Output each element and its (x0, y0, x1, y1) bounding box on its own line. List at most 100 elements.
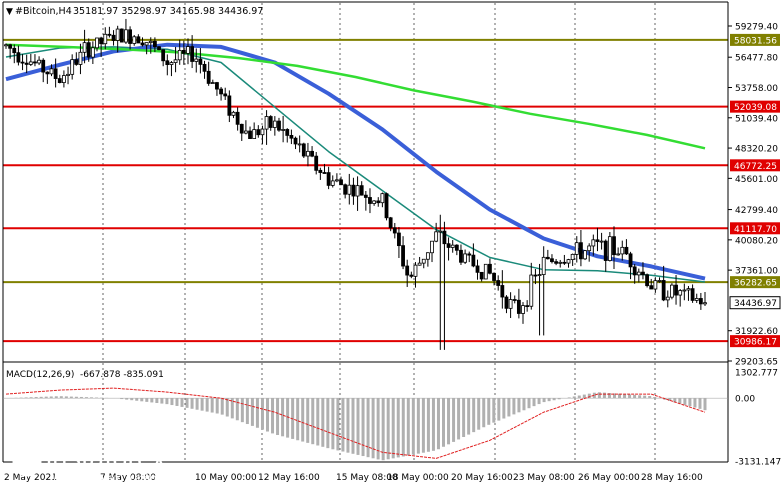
price-axis: 59279.40 56477.80 53758.00 51039.40 48320.20… (728, 23, 778, 368)
candle-body (376, 200, 381, 204)
candle-body (500, 285, 505, 298)
candle-body (570, 253, 575, 260)
candle-body (45, 71, 50, 75)
macd-label: MACD(12,26,9) (6, 370, 74, 380)
candle-body (442, 230, 447, 245)
candle-body (363, 194, 368, 198)
candle-body (128, 29, 132, 44)
candle-body (657, 280, 662, 282)
candle-body (326, 172, 331, 186)
candle-body (115, 28, 120, 41)
moving-averages (5, 42, 706, 283)
price-level-label: 46772.25 (734, 162, 777, 172)
time-axis: 2 May 2021 7 May 08:00 10 May 00:00 12 May … (4, 473, 703, 483)
time-axis-label: 10 May 00:00 (195, 473, 257, 483)
candle-body (111, 34, 116, 41)
candle-body (339, 179, 343, 186)
candle-body (132, 36, 137, 44)
candle-body (562, 261, 567, 264)
candle-body (181, 49, 186, 54)
candle-body (107, 33, 112, 36)
candle-body (645, 274, 649, 287)
price-levels (3, 38, 728, 343)
candle-body (314, 155, 319, 171)
candle-body (272, 120, 277, 128)
macd-signal-line (5, 387, 706, 459)
candle-body (248, 130, 252, 139)
candle-body (529, 274, 534, 307)
candle-body (4, 44, 8, 47)
candle-body (173, 59, 178, 63)
watermark-brand: instaforex (46, 443, 167, 473)
candle-body (620, 246, 625, 255)
candle-body (384, 193, 389, 219)
candle-body (281, 129, 286, 131)
candle-body (454, 244, 459, 251)
candle-body (525, 305, 530, 308)
candle-body (206, 70, 211, 84)
candle-body (516, 299, 521, 314)
candle-body (616, 253, 621, 256)
candle-body (157, 46, 161, 51)
ma-slow-line (5, 43, 706, 150)
candle-body (380, 193, 385, 204)
candle-body (16, 52, 21, 63)
price-tick-label: 37361.00 (735, 267, 778, 277)
candle-body (670, 284, 674, 298)
macd-panel (3, 387, 728, 461)
candle-body (334, 179, 339, 182)
candle-body (28, 61, 33, 65)
candle-body (49, 68, 54, 75)
candle-body (285, 129, 290, 136)
candle-body (351, 184, 356, 197)
candle-body (99, 37, 104, 45)
candle-body (161, 49, 166, 62)
price-tick-label: 51039.40 (735, 114, 778, 124)
candle-body (33, 61, 37, 64)
candle-body (219, 88, 223, 95)
ma-fast-line (5, 46, 706, 283)
chart-symbol-arrow: ▼ (6, 7, 13, 17)
candle-body (690, 288, 695, 301)
candle-body (537, 274, 542, 276)
candle-body (467, 253, 472, 256)
candle-body (459, 249, 463, 263)
candle-body (591, 239, 596, 247)
current-price-value: 34436.97 (734, 299, 777, 309)
time-axis-label: 2 May 2021 (4, 473, 57, 483)
candle-body (678, 290, 683, 296)
candle-body (508, 299, 513, 309)
candle-body (409, 274, 414, 277)
candle-body (243, 130, 248, 134)
candle-body (392, 227, 397, 234)
candle-body (227, 95, 232, 116)
candle-body (359, 185, 364, 196)
candle-body (694, 298, 699, 301)
candle-body (95, 37, 99, 49)
candle-body (260, 128, 265, 136)
candle-body (649, 285, 654, 290)
candle-body (624, 246, 629, 255)
candle-body (512, 299, 517, 301)
candle-body (210, 82, 215, 84)
candle-body (177, 49, 182, 61)
vertical-grid (102, 3, 656, 461)
candle-body (86, 42, 91, 58)
candle-body (310, 150, 314, 157)
candle-body (471, 254, 476, 267)
price-level-label: 52039.08 (734, 103, 777, 113)
candle-body (632, 266, 637, 276)
candle-body (322, 172, 327, 174)
candle-body (318, 169, 323, 173)
candle-body (12, 47, 17, 54)
candle-body (628, 253, 633, 268)
price-level-label: 30986.17 (734, 338, 777, 348)
candle-body (53, 68, 58, 79)
candle-body (504, 296, 509, 309)
candle-body (488, 263, 492, 274)
candle-body (479, 271, 484, 280)
time-axis-label: 7 May 08:00 (100, 473, 156, 483)
candle-body (74, 59, 79, 65)
candle-body (368, 197, 372, 204)
chart-symbol: #Bitcoin,H4 (15, 6, 72, 17)
